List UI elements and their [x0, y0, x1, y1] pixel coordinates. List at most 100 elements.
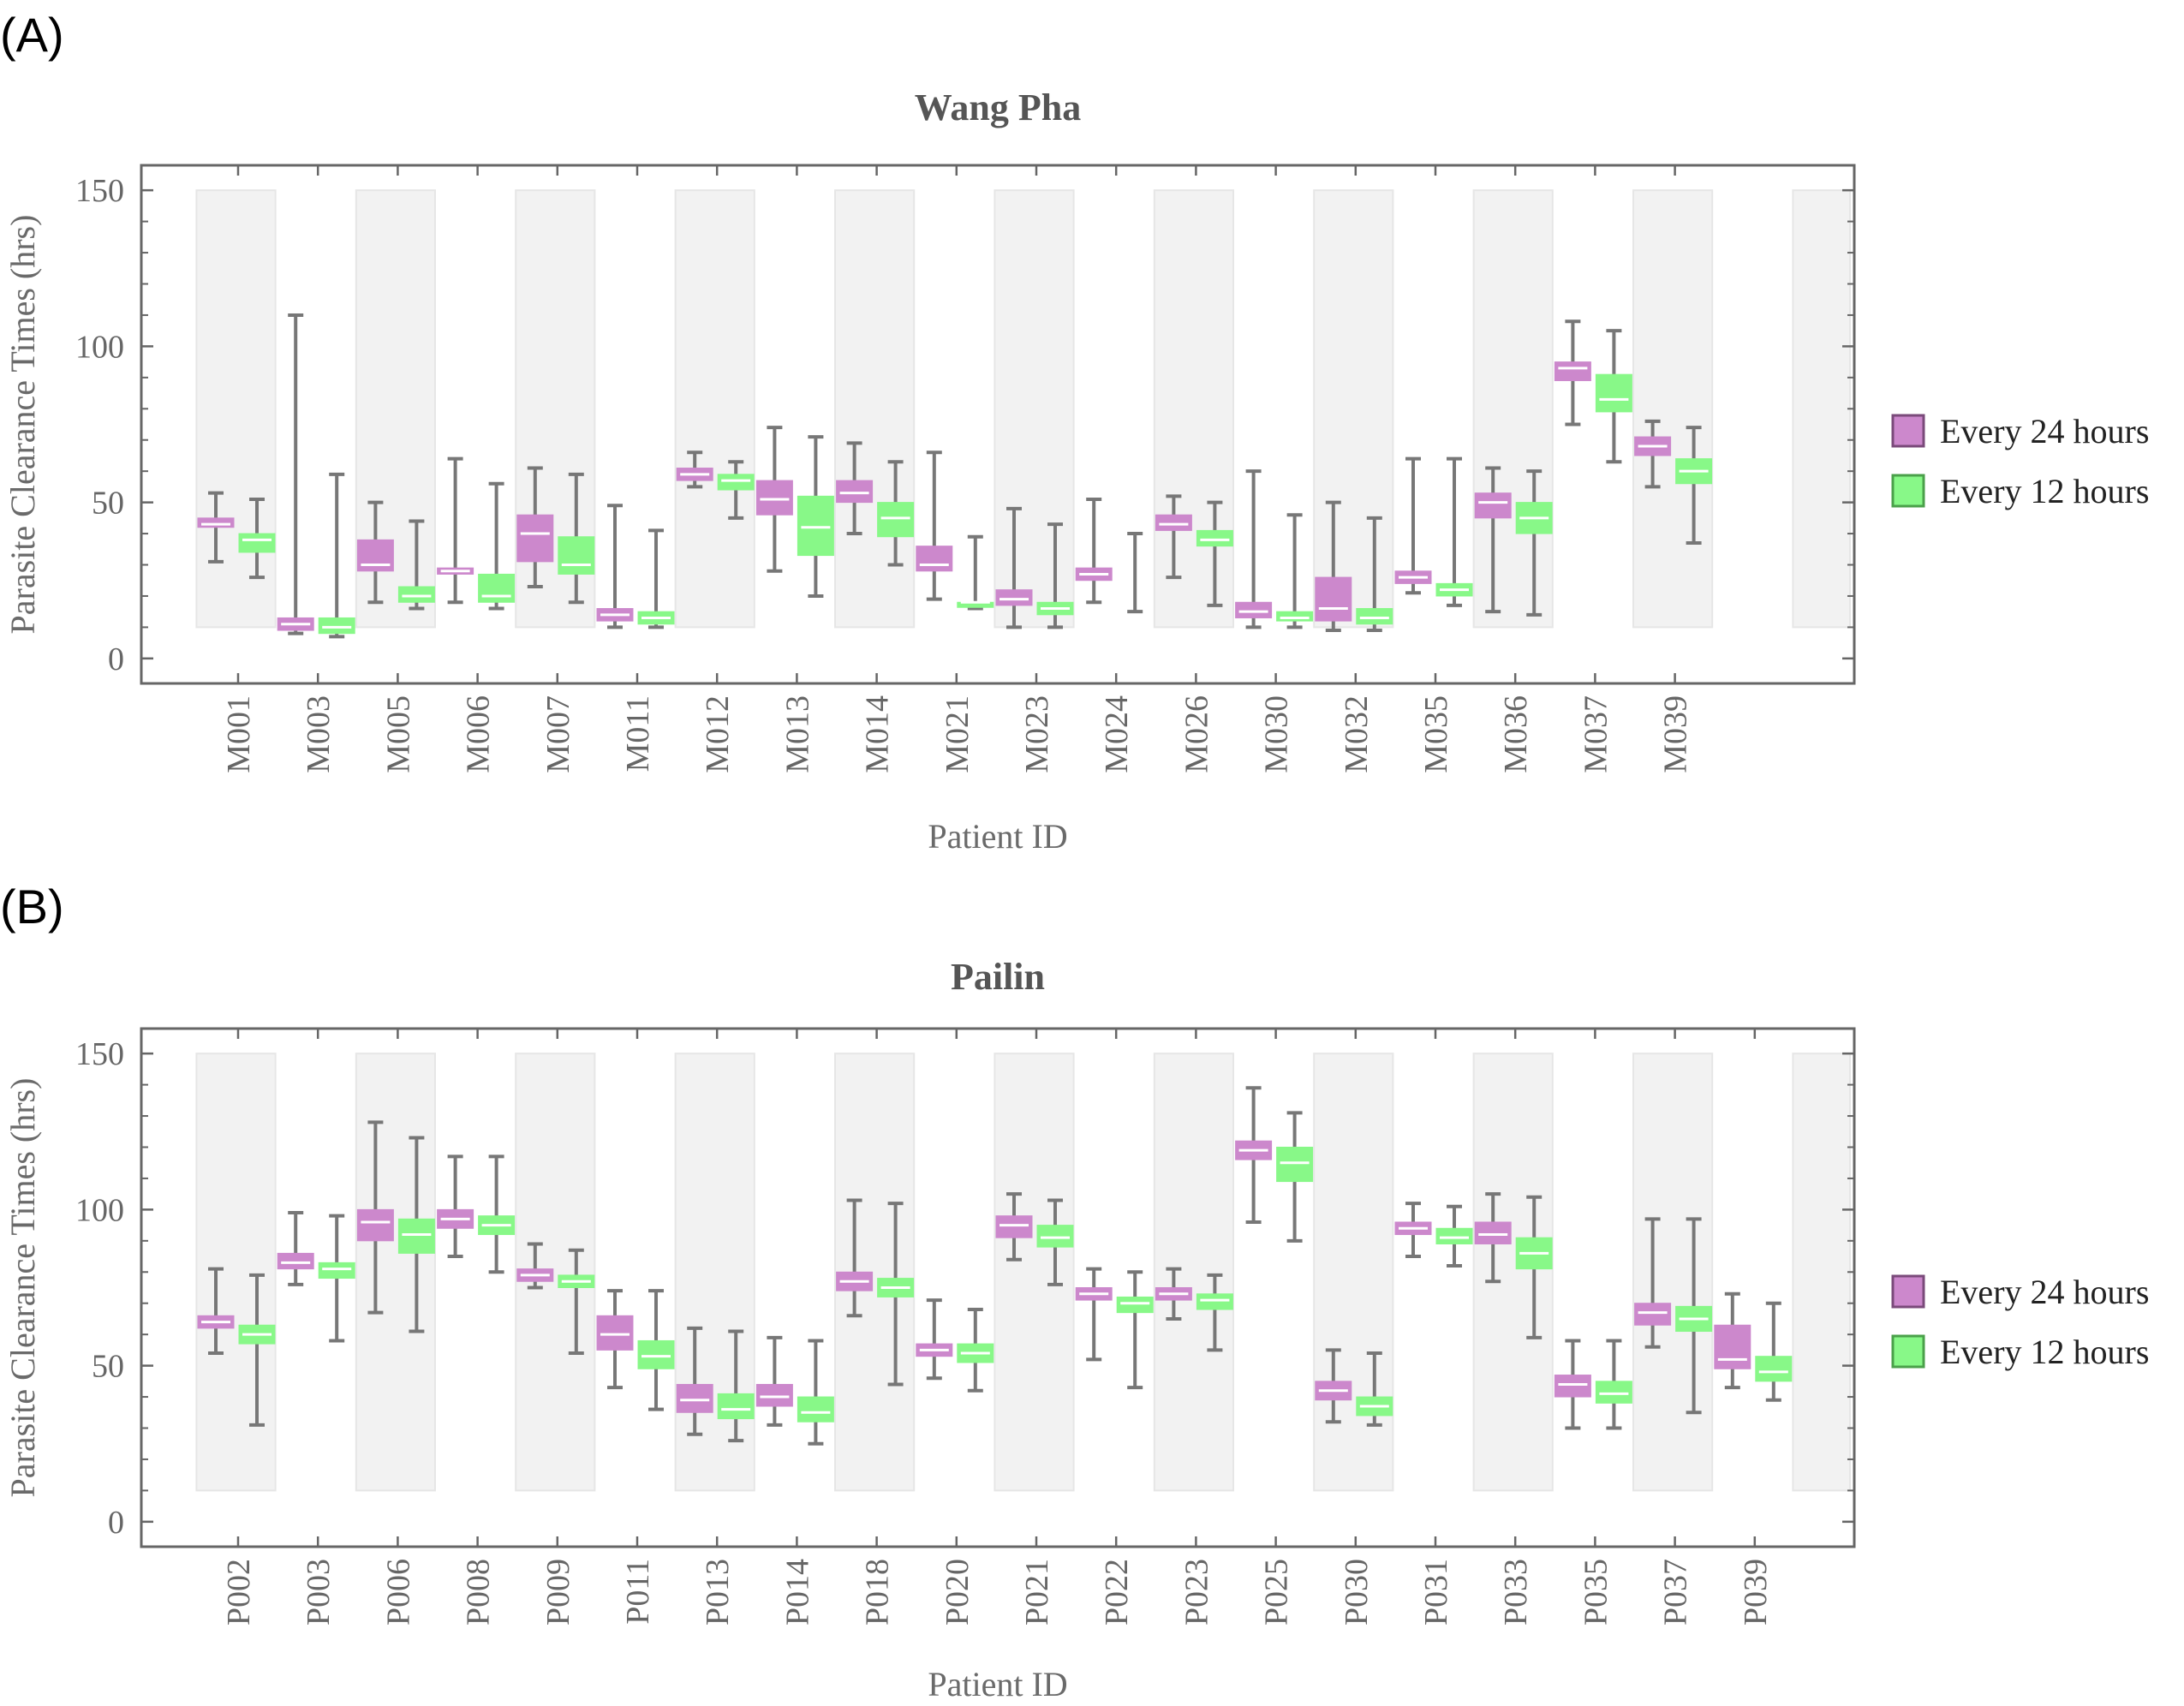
y-tick-label: 100 — [75, 329, 124, 365]
box-12h-box — [478, 573, 516, 603]
x-tick-label: M013 — [779, 695, 815, 773]
box-12h-box — [717, 474, 755, 491]
box-12h-box — [318, 617, 355, 635]
plot-frame — [140, 164, 1856, 685]
box-12h-box — [1196, 529, 1233, 547]
background-band — [1313, 1053, 1394, 1492]
x-tick-label: M012 — [700, 695, 736, 773]
legend-label-12h: Every 12 hours — [1940, 472, 2149, 510]
x-tick-label: P031 — [1418, 1559, 1454, 1625]
background-band — [1472, 1053, 1554, 1492]
box-24h-box — [995, 1215, 1033, 1238]
x-tick-label: M039 — [1658, 695, 1694, 773]
x-tick-label: M035 — [1418, 695, 1454, 773]
box-24h-box — [1634, 1303, 1672, 1326]
chart-panel-b: (B) Pailin 0 50 100 150 Parasite Clearance Tim… — [0, 880, 2149, 1703]
x-tick-label: M037 — [1578, 695, 1614, 773]
background-band — [834, 189, 916, 629]
y-axis-label: Parasite Clearance Times (hrs) — [3, 1078, 42, 1498]
panel-label: (B) — [0, 880, 64, 934]
x-axis-label: Patient ID — [928, 817, 1067, 856]
box-24h-box — [916, 546, 953, 572]
background-band — [195, 1053, 277, 1492]
x-tick-label: P030 — [1339, 1559, 1375, 1625]
background-band — [355, 1053, 436, 1492]
box-12h-box — [877, 502, 915, 538]
box-12h-box — [558, 536, 595, 575]
background-band — [1472, 189, 1554, 629]
x-tick-label: P011 — [620, 1559, 656, 1625]
box-24h-box — [1315, 576, 1352, 622]
box-24h-box — [1554, 361, 1591, 381]
x-tick-label: P014 — [779, 1559, 815, 1625]
x-tick-label: P008 — [461, 1559, 497, 1625]
legend-swatch-24h — [1891, 1274, 1925, 1309]
background-band — [674, 189, 755, 629]
box-12h-box — [637, 1339, 675, 1369]
x-tick-label: M024 — [1099, 695, 1135, 773]
box-12h-box — [1276, 1146, 1314, 1183]
legend-swatch-12h — [1891, 1334, 1925, 1369]
box-12h-box — [1036, 1225, 1074, 1248]
y-tick-label: 0 — [108, 641, 124, 677]
background-band — [1153, 1053, 1235, 1492]
x-tick-label: P021 — [1019, 1559, 1055, 1625]
legend-swatch-12h — [1891, 474, 1925, 508]
background-band — [1313, 189, 1394, 629]
legend-label-24h: Every 24 hours — [1940, 412, 2149, 450]
x-tick-label: P006 — [380, 1559, 416, 1625]
box-24h-box — [995, 589, 1033, 606]
x-tick-label: M007 — [540, 695, 576, 773]
x-tick-label: M003 — [301, 695, 337, 773]
box-24h-box — [676, 1383, 713, 1413]
y-tick-label: 100 — [75, 1192, 124, 1228]
box-24h-box — [1474, 1221, 1512, 1244]
box-12h-box — [397, 1218, 435, 1254]
panel-label: (A) — [0, 8, 64, 62]
box-12h-box — [717, 1393, 755, 1420]
box-24h-box — [1235, 601, 1273, 618]
box-24h-box — [596, 1315, 634, 1351]
x-tick-label: P013 — [700, 1559, 736, 1625]
y-tick-label: 50 — [92, 1349, 124, 1385]
box-12h-box — [797, 495, 834, 557]
x-tick-label: P018 — [860, 1559, 896, 1625]
x-tick-label: P025 — [1259, 1559, 1295, 1625]
y-tick-label: 0 — [108, 1505, 124, 1541]
x-tick-label: P020 — [940, 1559, 976, 1625]
background-band — [994, 189, 1075, 629]
x-tick-label: M011 — [620, 695, 656, 772]
box-24h-box — [755, 480, 793, 516]
y-tick-label: 50 — [92, 486, 124, 522]
background-band — [195, 189, 277, 629]
background-band — [1632, 189, 1714, 629]
box-24h-box — [356, 539, 394, 572]
x-tick-label: M014 — [860, 695, 896, 773]
legend-swatch-24h — [1891, 414, 1925, 448]
box-12h-box — [318, 1262, 355, 1280]
x-axis-label: Patient ID — [928, 1665, 1067, 1703]
box-12h-box — [1435, 1227, 1473, 1244]
box-12h-box — [1116, 1296, 1154, 1314]
box-12h-box — [238, 533, 276, 553]
x-tick-label: M006 — [461, 695, 497, 773]
x-tick-label: M032 — [1339, 695, 1375, 773]
x-tick-label: P023 — [1179, 1559, 1214, 1625]
plot-frame — [140, 1027, 1856, 1548]
background-band — [1792, 1053, 1851, 1492]
x-tick-label: M036 — [1498, 695, 1534, 773]
box-12h-box — [397, 586, 435, 603]
x-tick-label: P002 — [221, 1559, 257, 1625]
box-24h-box — [277, 1252, 314, 1270]
chart-panel-a: (A) Wang Pha 0 50 100 150 Parasite Clearance T… — [0, 8, 2149, 856]
box-24h-box — [755, 1383, 793, 1407]
x-tick-label: M030 — [1259, 695, 1295, 773]
x-tick-label: M026 — [1179, 695, 1214, 773]
box-24h-box — [1554, 1375, 1591, 1398]
box-12h-box — [1276, 611, 1314, 622]
y-tick-label: 150 — [75, 1036, 124, 1072]
x-tick-label: P033 — [1498, 1559, 1534, 1625]
x-tick-label: M023 — [1019, 695, 1055, 773]
box-12h-box — [1356, 608, 1393, 625]
